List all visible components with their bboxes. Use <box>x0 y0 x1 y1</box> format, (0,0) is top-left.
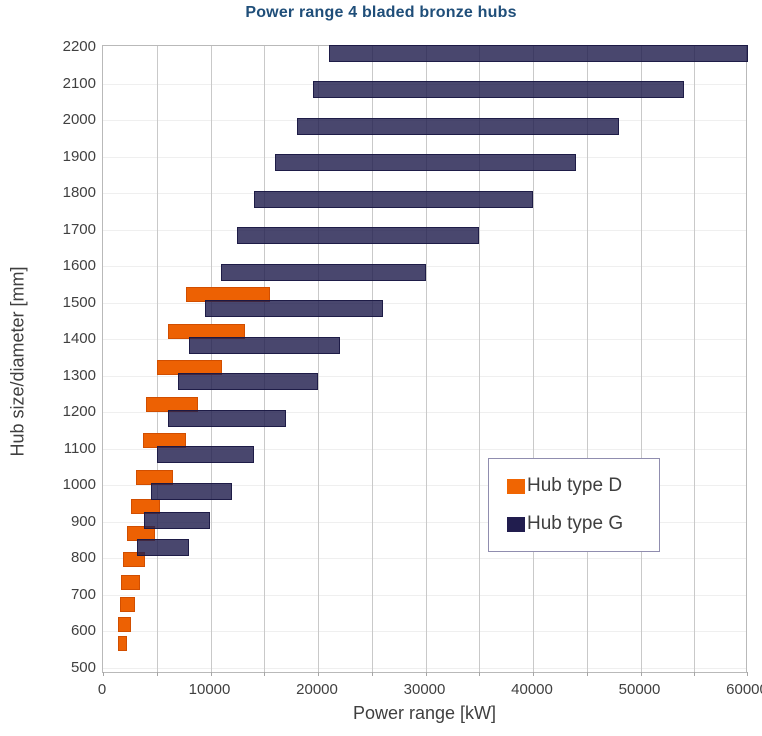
bar-hub-type-g <box>275 154 576 171</box>
x-tick-label: 60000 <box>726 681 762 698</box>
gridline-horizontal <box>103 558 746 559</box>
x-axis-title: Power range [kW] <box>352 703 497 723</box>
bar-hub-type-g <box>312 81 684 98</box>
x-axis-tick <box>156 672 158 676</box>
gridline-horizontal <box>103 302 746 304</box>
hub-type-g-swatch-icon <box>507 516 525 532</box>
gridline-vertical <box>479 46 481 672</box>
x-axis-tick <box>533 672 534 676</box>
y-tick-label: 1200 <box>62 403 96 420</box>
bar-hub-type-g <box>137 539 189 557</box>
bar-hub-type-d <box>117 635 127 651</box>
x-axis-tick <box>210 672 212 676</box>
gridline-horizontal <box>103 631 746 632</box>
x-axis-tick <box>640 672 642 676</box>
gridline-horizontal <box>103 594 746 596</box>
y-tick-label: 1800 <box>62 184 96 201</box>
bar-hub-type-d <box>118 617 131 633</box>
hub-type-d-swatch-icon <box>507 478 525 494</box>
y-tick-label: 1400 <box>62 330 96 347</box>
gridline-horizontal <box>103 339 746 340</box>
x-axis-tick <box>103 672 104 676</box>
legend-item-hub-type-g: Hub type G <box>507 513 659 535</box>
bar-hub-type-g <box>167 409 286 427</box>
gridline-vertical <box>640 46 642 672</box>
y-tick-label: 1000 <box>62 476 96 493</box>
x-tick-label: 10000 <box>188 681 231 698</box>
bar-hub-type-g <box>143 511 211 529</box>
x-axis-tick <box>371 672 373 676</box>
bar-hub-type-g <box>205 300 383 317</box>
bar-hub-type-g <box>296 117 619 135</box>
y-tick-label: 1900 <box>62 147 96 165</box>
y-tick-label: 1300 <box>62 366 96 384</box>
x-axis-tick <box>694 672 696 676</box>
legend-label-hub-type-g: Hub type G <box>527 513 624 534</box>
bar-hub-type-g <box>156 446 254 463</box>
y-tick-label: 2100 <box>62 74 96 92</box>
gridline-vertical <box>156 46 158 672</box>
y-tick-label: 700 <box>70 585 96 603</box>
gridline-vertical <box>210 46 212 672</box>
x-axis-tick <box>747 672 748 676</box>
gridline-vertical <box>694 46 696 672</box>
y-tick-label: 1500 <box>62 293 96 311</box>
legend-label-hub-type-d: Hub type D <box>527 475 623 496</box>
bar-hub-type-g <box>189 336 340 354</box>
gridline-horizontal <box>103 448 746 450</box>
gridline-horizontal <box>103 412 746 413</box>
y-tick-label: 800 <box>70 549 96 566</box>
x-axis-tick <box>586 672 588 676</box>
bar-hub-type-g <box>237 227 480 244</box>
bar-hub-type-g <box>178 373 318 390</box>
x-tick-label: 40000 <box>511 681 553 698</box>
y-tick-label: 900 <box>70 512 96 530</box>
y-tick-label: 1100 <box>63 439 96 457</box>
chart-title: Power range 4 bladed bronze hubs <box>245 4 517 21</box>
x-axis-tick <box>479 672 481 676</box>
gridline-vertical <box>264 46 266 672</box>
bar-hub-type-g <box>221 263 426 281</box>
gridline-horizontal <box>103 485 746 486</box>
y-axis-title: Hub size/diameter [mm] <box>7 266 28 457</box>
y-tick-label: 2200 <box>62 38 96 55</box>
y-tick-label: 500 <box>70 658 96 676</box>
y-tick-label: 1700 <box>62 220 96 238</box>
bar-hub-type-g <box>253 190 533 208</box>
gridline-horizontal <box>103 375 746 377</box>
gridline-vertical <box>425 46 427 672</box>
x-tick-label: 0 <box>97 681 107 698</box>
x-tick-label: 20000 <box>296 681 338 698</box>
x-tick-label: 30000 <box>403 681 446 698</box>
x-axis-tick <box>318 672 319 676</box>
gridline-horizontal <box>103 521 746 523</box>
x-axis-tick <box>264 672 266 676</box>
y-tick-label: 1600 <box>62 257 96 274</box>
bar-hub-type-d <box>119 597 136 613</box>
gridline-vertical <box>371 46 373 672</box>
bar-hub-type-g <box>151 482 232 500</box>
gridline-vertical <box>318 46 319 672</box>
x-tick-label: 50000 <box>618 681 661 698</box>
gridline-vertical <box>586 46 588 672</box>
plot-area <box>102 44 748 676</box>
y-tick-label: 2000 <box>62 111 96 128</box>
legend: Hub type D Hub type G <box>488 458 660 552</box>
bar-hub-type-d <box>121 575 140 591</box>
x-axis-tick <box>425 672 427 676</box>
gridline-vertical <box>533 46 534 672</box>
bar-hub-type-g <box>328 44 748 62</box>
y-tick-label: 600 <box>70 622 96 639</box>
gridline-horizontal <box>103 667 746 669</box>
legend-item-hub-type-d: Hub type D <box>507 475 659 497</box>
